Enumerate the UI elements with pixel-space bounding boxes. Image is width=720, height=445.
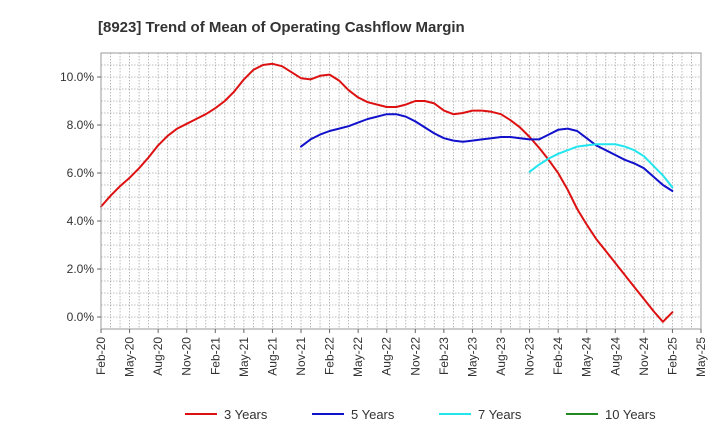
plot-border	[100, 52, 702, 330]
legend-label-7-years: 7 Years	[478, 407, 522, 422]
y-tick-label: 0.0%	[67, 310, 95, 324]
y-tick-label: 6.0%	[67, 166, 95, 180]
series-line-3-years	[100, 62, 674, 323]
legend: 3 Years 5 Years 7 Years 10 Years	[185, 407, 656, 422]
x-tick-label: Nov-23	[523, 337, 537, 376]
x-tick-label: Nov-22	[408, 337, 422, 376]
x-tick-label: Aug-23	[494, 337, 508, 376]
y-tick-label: 4.0%	[67, 214, 95, 228]
plot-background	[101, 53, 701, 329]
x-tick-label: May-24	[580, 337, 594, 377]
legend-label-10-years: 10 Years	[605, 407, 656, 422]
legend-label-5-years: 5 Years	[351, 407, 395, 422]
x-tick-label: Aug-21	[265, 337, 279, 376]
x-tick-label: Nov-24	[637, 337, 651, 376]
x-tick-label: May-20	[123, 337, 137, 377]
x-tick-label: Feb-21	[208, 337, 222, 375]
y-tick-label: 2.0%	[67, 262, 95, 276]
x-tick-label: May-23	[465, 337, 479, 377]
x-tick-label: Aug-24	[608, 337, 622, 376]
series-lines	[100, 62, 674, 323]
x-tick-label: Nov-21	[294, 337, 308, 376]
x-tick-label: Feb-22	[323, 337, 337, 375]
legend-label-3-years: 3 Years	[224, 407, 268, 422]
x-tick-label: Feb-25	[665, 337, 679, 375]
series-line-5-years	[300, 113, 674, 192]
x-tick-label: Aug-20	[151, 337, 165, 376]
x-tick-label: Feb-23	[437, 337, 451, 375]
x-tick-label: Feb-24	[551, 337, 565, 375]
y-axis-ticks: 0.0% 2.0% 4.0% 6.0% 8.0% 10.0%	[60, 70, 101, 324]
x-tick-label: Aug-22	[380, 337, 394, 376]
y-tick-label: 10.0%	[60, 70, 94, 84]
grid	[101, 52, 701, 329]
x-tick-label: Feb-20	[94, 337, 108, 375]
x-tick-label: Nov-20	[180, 337, 194, 376]
x-tick-label: May-21	[237, 337, 251, 377]
x-tick-label: May-25	[694, 337, 708, 377]
series-line-7-years	[528, 143, 674, 189]
x-tick-label: May-22	[351, 337, 365, 377]
x-axis-ticks: Feb-20 May-20 Aug-20 Nov-20 Feb-21 May-21 Aug-…	[94, 329, 708, 377]
y-tick-label: 8.0%	[67, 118, 95, 132]
chart-title: [8923] Trend of Mean of Operating Cashfl…	[98, 19, 465, 36]
